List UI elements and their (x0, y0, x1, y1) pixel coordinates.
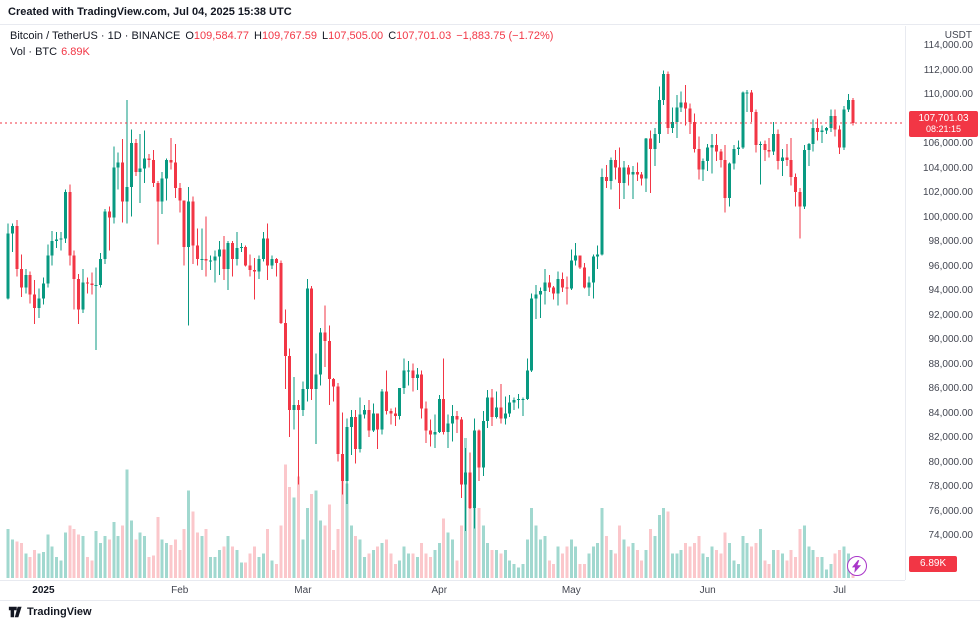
legend-volume-row: Vol · BTC 6.89K (10, 44, 553, 60)
price-axis[interactable]: USDT 107,701.03 08:21:15 6.89K 114,000.0… (905, 26, 980, 580)
price-tick-label: 104,000.00 (922, 162, 973, 174)
attribution-bar: Created with TradingView.com, Jul 04, 20… (0, 0, 980, 25)
price-tick-label: 82,000.00 (928, 432, 974, 443)
time-axis-label: Mar (294, 585, 312, 596)
price-tick-label: 110,000.00 (923, 89, 973, 100)
lightning-boost-button[interactable] (846, 556, 867, 576)
price-tick-label: 106,000.00 (922, 138, 973, 149)
time-axis-label: May (561, 585, 581, 596)
price-tick-label: 80,000.00 (928, 456, 974, 468)
price-tick-label: 114,000.00 (923, 40, 973, 51)
price-tick-label: 86,000.00 (928, 383, 974, 394)
candlestick-chart[interactable] (0, 26, 905, 580)
time-axis-label: Jun (699, 585, 716, 596)
time-axis-label: 2025 (32, 585, 55, 596)
ohlc-close-label: C (388, 30, 397, 42)
attribution-text: Created with TradingView.com, Jul 04, 20… (8, 6, 292, 18)
price-tick-label: 88,000.00 (928, 358, 974, 370)
time-axis-label: Jul (833, 585, 846, 596)
price-tick-label: 94,000.00 (928, 285, 974, 296)
ohlc-low-label: L (322, 30, 329, 42)
ohlc-high-label: H (253, 30, 262, 42)
price-tick-label: 96,000.00 (928, 260, 974, 272)
current-price-badge: 107,701.03 08:21:15 (909, 111, 978, 138)
tradingview-brand-text[interactable]: TradingView (27, 606, 92, 618)
time-axis-label: Apr (431, 585, 448, 596)
ohlc-open-label: O (185, 30, 194, 42)
current-price-value: 107,701.03 (918, 113, 969, 125)
ohlc-open-value: 109,584.77 (193, 30, 249, 42)
price-tick-label: 78,000.00 (928, 481, 974, 492)
footer-bar: TradingView (0, 600, 980, 623)
ohlc-close-value: 107,701.03 (396, 30, 452, 42)
bar-countdown: 08:21:15 (925, 124, 962, 135)
price-tick-label: 74,000.00 (928, 530, 974, 541)
price-tick-label: 92,000.00 (928, 309, 974, 321)
price-tick-label: 112,000.00 (923, 64, 973, 76)
change-value: −1,883.75 (−1.72%) (456, 30, 554, 42)
price-tick-label: 84,000.00 (928, 407, 974, 419)
time-axis[interactable]: 2025 Feb Mar Apr May Jun Jul (0, 580, 905, 600)
current-volume-badge: 6.89K (909, 555, 958, 572)
price-tick-label: 76,000.00 (928, 505, 974, 517)
legend-symbol-row: Bitcoin / TetherUS · 1D · BINANCE O109,58… (10, 28, 553, 44)
ohlc-low-value: 107,505.00 (328, 30, 384, 42)
price-tick-label: 98,000.00 (928, 236, 974, 247)
currency-label: USDT (944, 30, 972, 41)
time-axis-label: Feb (171, 585, 189, 596)
volume-label[interactable]: Vol · BTC (10, 46, 58, 58)
ohlc-high-value: 109,767.59 (261, 30, 317, 42)
price-tick-label: 100,000.00 (922, 211, 973, 223)
chart-region: Bitcoin / TetherUS · 1D · BINANCE O109,58… (0, 26, 980, 580)
tradingview-logo-icon[interactable] (8, 605, 22, 619)
volume-value: 6.89K (61, 46, 90, 58)
symbol-title[interactable]: Bitcoin / TetherUS · 1D · BINANCE (10, 30, 181, 42)
chart-legend: Bitcoin / TetherUS · 1D · BINANCE O109,58… (10, 28, 553, 60)
lightning-icon (852, 559, 862, 573)
price-tick-label: 102,000.00 (922, 187, 973, 198)
price-tick-label: 90,000.00 (928, 334, 974, 345)
